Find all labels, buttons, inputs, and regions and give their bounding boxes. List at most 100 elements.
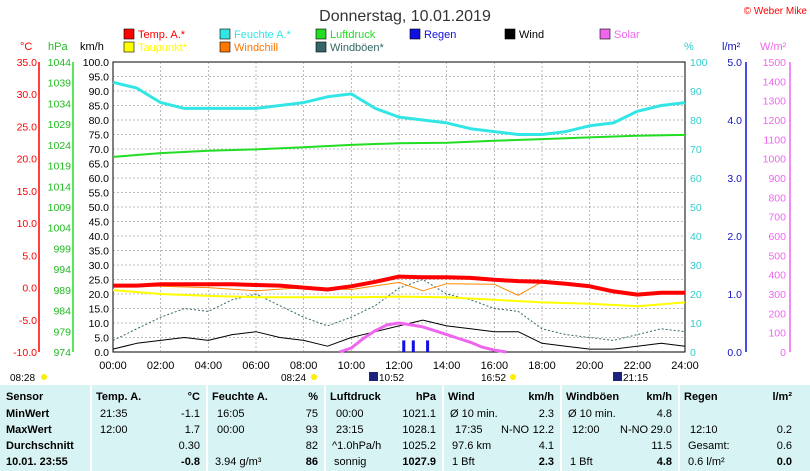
x-tick-label: 10:00 [338,360,366,372]
axis-unit: km/h [80,41,104,53]
temp-axis-tick: 15.0 [17,186,38,198]
pressure-axis-tick: 1029 [48,119,72,131]
pressure-axis-tick: 1024 [48,140,72,152]
sunset-label: 16:52 [481,373,506,384]
min-press: 1021.1 [402,408,436,420]
legend-label: Windchill [234,42,278,54]
cur-gust: 4.8 [656,456,672,468]
legend-label: Wind [519,29,544,41]
max-rain: 0.2 [776,424,792,436]
x-tick-label: 06:00 [242,360,270,372]
humidity-axis-tick: 30 [690,260,702,272]
solar-axis-tick: 1100 [763,134,786,146]
legend-swatch [504,28,516,40]
min-gust-label: Ø 10 min. [568,408,616,420]
humidity-axis-tick: 70 [690,144,702,156]
max-wind: 12.2 [532,424,554,436]
legend: Temp. A.* Feuchte A.* Luftdruck Regen Wind So… [123,28,640,54]
cur-rain-label: 0.6 l/m² [688,456,725,468]
wind-axis-tick: 5.0 [94,333,109,345]
temp-axis-tick: 35.0 [17,57,38,69]
temp-axis-tick: -10.0 [13,347,37,359]
pressure-axis-tick: 989 [53,285,71,297]
avg-wind: 4.1 [538,440,554,452]
legend-label: Feuchte A.* [234,29,292,41]
wind-axis-tick: 55.0 [89,188,110,200]
col-divider [324,385,326,471]
cur-gust-label: 1 Bft [570,456,593,468]
solar-axis-tick: 200 [768,308,786,320]
series-line [112,319,686,350]
hdr-press: Luftdruck [330,391,381,403]
max-press: 1028.1 [402,424,436,436]
hdr-hum-unit: % [308,391,318,403]
solar-axis-tick: 400 [768,270,786,282]
sun-moon-events: 08:28 08:24 10:52 16:52 21:15 [10,372,648,384]
solar-axis-tick: 800 [768,192,786,204]
temp-axis-tick: 10.0 [17,218,38,230]
legend-label: Windböen* [330,42,385,54]
humidity-axis-tick: 90 [690,86,702,98]
wind-axis-tick: 35.0 [89,246,110,258]
legend-swatch [219,28,231,40]
col-divider [678,385,680,471]
max-gust-dir: N-NO [620,424,649,436]
solar-axis-tick: 300 [768,289,786,301]
rain-bar [402,340,406,352]
pressure-axis-tick: 1034 [48,98,72,110]
lbl-current: 10.01. 23:55 [6,456,68,468]
pressure-axis-tick: 1014 [48,181,72,193]
hdr-temp-unit: °C [187,391,200,403]
legend-swatch [599,28,611,40]
solar-axis-tick: 1000 [763,154,787,166]
cur-wind-label: 1 Bft [452,456,475,468]
x-tick-label: 04:00 [195,360,223,372]
hdr-rain-unit: l/m² [772,391,792,403]
pressure-axis-tick: 974 [53,347,71,359]
series-line [113,274,685,297]
humidity-axis-tick: 20 [690,289,702,301]
rain-axis-tick: 1.0 [727,289,742,301]
series-line [112,133,686,158]
cur-hum-abs: 3.94 g/m³ [215,456,262,468]
axes: 35.0 30.0 25.0 20.0 15.0 10.0 5.0 0.0 -5.0 -10.0 1… [13,57,791,359]
series-line [338,321,507,354]
series-layer [112,80,686,354]
pressure-axis-tick: 1039 [48,78,72,90]
sunrise-label-2: 08:24 [281,373,306,384]
moon-icon-1 [369,372,378,381]
avg-wind-dist: 97.6 km [452,440,492,452]
hdr-press-unit: hPa [415,391,436,403]
max-rain-time: 12:10 [690,424,718,436]
avg-press-label: ^1.0hPa/h [332,440,382,452]
x-tick-label: 12:00 [385,360,413,372]
wind-axis-tick: 75.0 [89,130,110,142]
solar-axis-tick: 1200 [763,115,787,127]
legend-swatch [123,28,135,40]
humidity-axis-tick: 80 [690,115,702,127]
cur-press: 1027.9 [402,456,436,468]
series-line [112,289,686,308]
min-gust: 4.8 [656,408,672,420]
solar-axis-tick: 1300 [763,96,787,108]
x-tick-label: 24:00 [671,360,699,372]
x-tick-label: 18:00 [528,360,556,372]
hdr-wind: Wind [448,391,475,403]
avg-rain: 0.6 [776,440,792,452]
wind-axis-tick: 95.0 [89,72,110,84]
lbl-max: MaxWert [6,424,52,436]
legend-label: Regen [424,29,456,41]
x-tick-label: 16:00 [481,360,509,372]
solar-axis-tick: 500 [768,250,786,262]
min-wind-label: Ø 10 min. [450,408,498,420]
humidity-axis-tick: 10 [690,318,702,330]
sunrise-label-1: 08:28 [10,373,35,384]
min-press-time: 00:00 [336,408,364,420]
min-hum: 75 [305,408,318,420]
wind-axis-tick: 0.0 [94,347,109,359]
max-wind-time: 17:35 [455,424,483,436]
rain-axis-tick: 2.0 [727,231,742,243]
wind-axis-tick: 100.0 [83,57,109,69]
wind-axis-tick: 70.0 [89,144,110,156]
x-tick-label: 00:00 [99,360,127,372]
